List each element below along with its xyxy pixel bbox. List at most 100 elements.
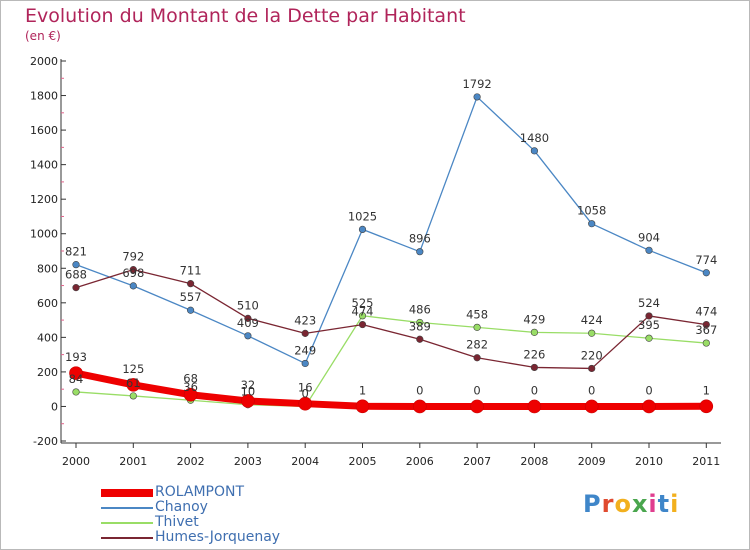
- data-label-humes-jorquenay: 282: [466, 338, 488, 352]
- data-label-humes-jorquenay: 711: [180, 264, 202, 278]
- chart-legend: ROLAMPONT Chanoy Thivet Humes-Jorquenay: [101, 485, 280, 545]
- data-label-thivet: 525: [352, 296, 374, 310]
- data-label-rolampont: 1: [359, 383, 366, 397]
- legend-swatch-chanoy: [101, 506, 153, 509]
- data-point-thivet: [588, 329, 596, 337]
- y-tick-label: 400: [37, 331, 58, 344]
- data-point-thivet: [129, 392, 137, 400]
- logo-letter: x: [631, 490, 649, 518]
- data-label-rolampont: 0: [588, 383, 595, 397]
- data-point-rolampont: [584, 399, 599, 414]
- data-label-chanoy: 698: [122, 266, 144, 280]
- data-label-rolampont: 0: [645, 383, 652, 397]
- data-point-humes-jorquenay: [416, 335, 424, 343]
- logo-letter: i: [670, 490, 680, 518]
- data-label-rolampont: 1: [703, 383, 710, 397]
- chart-subtitle: (en €): [25, 29, 61, 43]
- y-tick-label: 2000: [30, 55, 58, 68]
- data-label-rolampont: 125: [122, 362, 144, 376]
- x-tick-label: 2003: [234, 455, 262, 468]
- data-point-humes-jorquenay: [358, 320, 367, 329]
- y-tick-label: 1400: [30, 159, 58, 172]
- data-label-rolampont: 0: [416, 383, 423, 397]
- logo-letter: r: [601, 490, 615, 518]
- data-label-humes-jorquenay: 524: [638, 296, 660, 310]
- data-point-humes-jorquenay: [244, 314, 252, 322]
- x-tick-label: 2007: [463, 455, 491, 468]
- data-label-thivet: 10: [241, 385, 256, 399]
- data-point-rolampont: [241, 394, 255, 408]
- y-tick-label: -200: [33, 435, 58, 448]
- data-point-humes-jorquenay: [301, 329, 309, 337]
- data-point-chanoy: [129, 282, 137, 290]
- data-point-rolampont: [69, 366, 83, 380]
- data-label-humes-jorquenay: 474: [352, 305, 374, 319]
- data-point-thivet: [473, 323, 481, 331]
- data-label-chanoy: 896: [409, 232, 431, 246]
- data-point-humes-jorquenay: [530, 363, 539, 372]
- data-label-thivet: 486: [409, 303, 431, 317]
- legend-label-rolampont: ROLAMPONT: [155, 484, 245, 500]
- data-point-humes-jorquenay: [702, 320, 710, 329]
- data-label-thivet: 61: [126, 376, 141, 390]
- data-label-thivet: 36: [183, 380, 198, 394]
- x-tick-label: 2008: [520, 455, 548, 468]
- series-line-chanoy: [75, 96, 707, 365]
- data-label-rolampont: 193: [65, 350, 87, 364]
- x-tick-label: 2000: [62, 455, 90, 468]
- data-label-chanoy: 409: [237, 316, 259, 330]
- data-point-chanoy: [702, 269, 710, 277]
- y-tick-label: 600: [37, 297, 58, 310]
- data-label-rolampont: 0: [531, 383, 538, 397]
- data-point-rolampont: [412, 399, 427, 414]
- data-label-humes-jorquenay: 474: [695, 305, 717, 319]
- data-point-rolampont: [355, 399, 370, 414]
- data-point-thivet: [72, 388, 80, 396]
- y-tick-label: 1800: [30, 90, 58, 103]
- data-point-humes-jorquenay: [187, 280, 195, 288]
- data-label-humes-jorquenay: 220: [581, 348, 603, 362]
- logo-letter: o: [614, 490, 632, 518]
- data-point-rolampont: [699, 399, 714, 414]
- x-tick-label: 2005: [349, 455, 377, 468]
- legend-item-chanoy: Chanoy: [101, 500, 280, 515]
- data-label-thivet: 424: [581, 313, 603, 327]
- data-point-humes-jorquenay: [645, 312, 653, 320]
- logo-letter: i: [648, 490, 658, 518]
- data-label-rolampont: 0: [473, 383, 480, 397]
- x-tick-label: 2006: [406, 455, 434, 468]
- data-point-chanoy: [416, 248, 424, 256]
- data-label-humes-jorquenay: 226: [523, 347, 545, 361]
- legend-item-rolampont: ROLAMPONT: [101, 485, 280, 500]
- data-point-rolampont: [527, 399, 542, 414]
- legend-label-chanoy: Chanoy: [155, 499, 208, 515]
- data-label-thivet: 458: [466, 307, 488, 321]
- data-label-chanoy: 1025: [348, 209, 377, 223]
- data-label-chanoy: 1480: [520, 131, 549, 145]
- data-point-chanoy: [187, 306, 195, 314]
- y-tick-label: 200: [37, 366, 58, 379]
- chart-title: Evolution du Montant de la Dette par Hab…: [25, 5, 466, 27]
- data-label-thivet: 429: [523, 312, 545, 326]
- data-point-chanoy: [244, 332, 252, 340]
- y-tick-label: 1600: [30, 124, 58, 137]
- data-point-thivet: [645, 334, 653, 342]
- proxiti-logo: Proxiti: [583, 490, 679, 518]
- logo-letter: P: [583, 490, 602, 518]
- y-tick-label: 800: [37, 262, 58, 275]
- data-label-humes-jorquenay: 423: [294, 313, 316, 327]
- data-point-humes-jorquenay: [588, 364, 596, 373]
- data-point-chanoy: [72, 261, 80, 269]
- series-line-thivet: [75, 315, 707, 408]
- data-label-thivet: 84: [69, 372, 84, 386]
- x-tick-label: 2001: [119, 455, 147, 468]
- data-label-humes-jorquenay: 510: [237, 298, 259, 312]
- legend-item-thivet: Thivet: [101, 515, 280, 530]
- legend-item-humes-jorquenay: Humes-Jorquenay: [101, 530, 280, 545]
- data-point-chanoy: [358, 225, 367, 234]
- data-label-chanoy: 904: [638, 230, 660, 244]
- legend-swatch-humes-jorquenay: [101, 536, 153, 539]
- data-point-chanoy: [473, 93, 481, 101]
